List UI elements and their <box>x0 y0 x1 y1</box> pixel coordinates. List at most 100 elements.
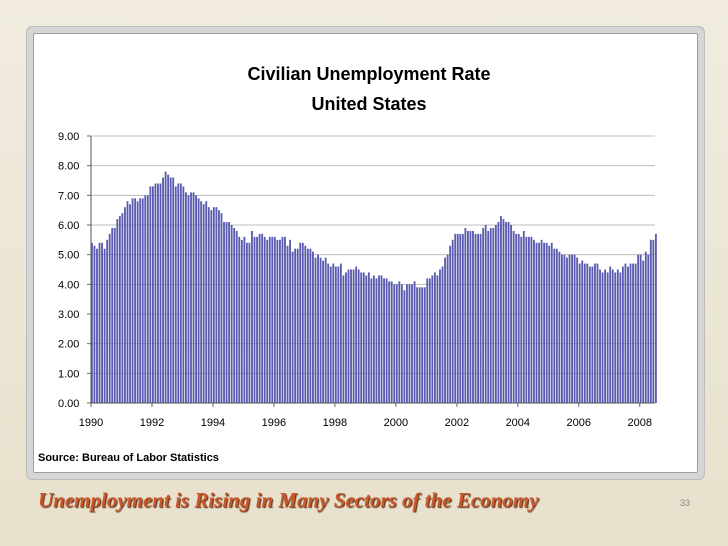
bar <box>566 257 568 403</box>
bar <box>202 204 205 403</box>
bar <box>586 263 589 403</box>
bar <box>312 251 314 403</box>
bar <box>446 254 449 403</box>
bar <box>644 251 647 403</box>
bar <box>151 186 154 403</box>
bar <box>245 242 248 403</box>
x-tick-label: 1994 <box>201 417 225 429</box>
bar <box>403 290 406 403</box>
bar <box>385 278 388 403</box>
bar <box>159 183 162 403</box>
bar <box>461 233 464 403</box>
bar <box>352 269 355 403</box>
bar <box>240 239 243 403</box>
bar <box>93 245 96 403</box>
bar <box>195 195 197 403</box>
bar <box>484 225 487 403</box>
bar <box>210 210 213 403</box>
y-tick-label: 7.00 <box>58 190 79 202</box>
bar <box>408 284 411 403</box>
bar <box>611 269 614 403</box>
bar <box>581 260 584 403</box>
bar <box>154 183 157 403</box>
bar <box>479 233 482 403</box>
bar <box>489 227 492 403</box>
bar <box>306 248 309 403</box>
bar <box>634 263 637 403</box>
bar <box>332 263 335 403</box>
bar <box>98 242 101 403</box>
bar <box>238 236 241 403</box>
x-axis-ticks: 1990 1992 1994 1996 1998 2000 2002 2004 2006 2008 <box>79 403 652 429</box>
x-tick-label: 2006 <box>567 417 591 429</box>
bar <box>146 195 149 403</box>
bar <box>322 260 325 403</box>
bar <box>616 269 619 403</box>
bar <box>116 219 119 403</box>
bar <box>266 239 269 403</box>
bar <box>428 278 431 403</box>
bar <box>220 213 223 403</box>
bar <box>472 230 474 403</box>
bar <box>596 263 599 403</box>
bar <box>187 195 190 403</box>
bar <box>642 260 645 403</box>
bar <box>418 287 421 403</box>
bar <box>373 275 375 403</box>
y-tick-label: 8.00 <box>58 161 79 173</box>
bar <box>467 230 469 403</box>
bar <box>601 272 604 403</box>
bar <box>111 227 114 403</box>
bar <box>108 233 111 403</box>
x-tick-label: 2000 <box>384 417 408 429</box>
bar <box>378 275 380 403</box>
bar <box>436 275 439 403</box>
bar <box>177 183 180 403</box>
bar <box>200 201 203 403</box>
bar <box>218 210 220 403</box>
bar <box>124 207 126 403</box>
bar <box>271 236 274 403</box>
bar <box>619 272 622 403</box>
bar <box>169 177 172 403</box>
bar <box>286 245 289 403</box>
bar <box>205 201 208 403</box>
bar <box>291 251 294 403</box>
bar <box>614 272 617 403</box>
bar <box>357 269 360 403</box>
bar <box>360 272 363 403</box>
bar <box>136 201 139 403</box>
bar <box>309 248 312 403</box>
bar <box>426 278 429 403</box>
x-tick-label: 1998 <box>323 417 347 429</box>
bar <box>431 275 434 403</box>
bar <box>568 254 571 403</box>
bar <box>512 230 515 403</box>
bar <box>235 230 238 403</box>
bar <box>251 230 253 403</box>
bar <box>517 233 520 403</box>
bar <box>228 222 231 403</box>
bar <box>284 236 286 403</box>
bar <box>172 177 175 403</box>
bar <box>533 239 535 403</box>
bar <box>548 245 551 403</box>
bar <box>543 242 546 403</box>
bar <box>362 272 365 403</box>
x-tick-label: 2008 <box>628 417 652 429</box>
source-note: Source: Bureau of Labor Statistics <box>38 452 219 464</box>
bar <box>538 242 540 403</box>
bar <box>599 269 601 403</box>
bar <box>451 239 454 403</box>
bar <box>337 266 340 403</box>
bar <box>494 225 497 403</box>
bar <box>492 227 495 403</box>
bar <box>350 269 352 403</box>
chart-subtitle: United States <box>311 94 426 114</box>
x-tick-label: 1996 <box>262 417 286 429</box>
bar <box>144 195 147 403</box>
bar <box>459 233 462 403</box>
bar <box>500 216 502 403</box>
bar <box>550 242 553 403</box>
bar <box>139 198 142 403</box>
